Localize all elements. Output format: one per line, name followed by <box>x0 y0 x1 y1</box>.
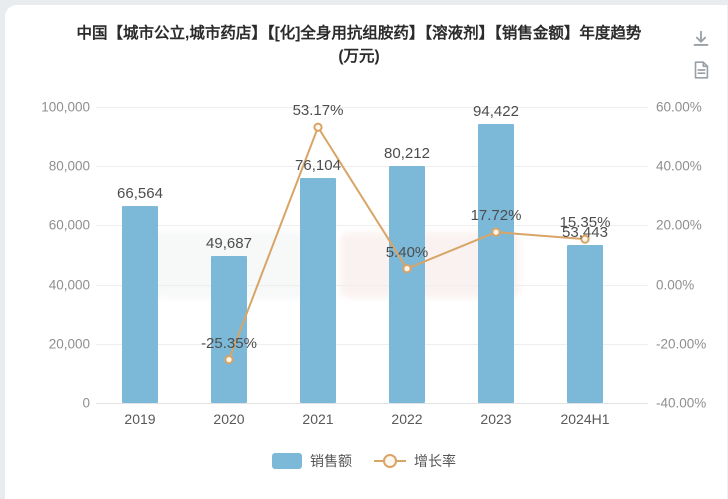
y-tick-left: 40,000 <box>48 277 90 293</box>
growth-value-label: -25.35% <box>201 334 257 352</box>
x-tick-2022: 2022 <box>391 411 423 427</box>
y-tick-left: 80,000 <box>48 158 90 174</box>
legend-label-growth: 增长率 <box>414 453 456 469</box>
bar-swatch-icon <box>272 453 302 469</box>
legend-label-sales: 销售额 <box>310 453 352 469</box>
gridline <box>96 166 648 168</box>
gridline <box>96 284 648 286</box>
sales-bar-2022[interactable] <box>389 165 425 403</box>
y-tick-right: -20.00% <box>656 336 707 352</box>
y-tick-right: 0.00% <box>656 277 695 293</box>
y-tick-left: 100,000 <box>41 99 90 115</box>
sales-bar-2023[interactable] <box>478 123 514 403</box>
y-tick-right: -40.00% <box>656 395 707 411</box>
x-tick-2020: 2020 <box>213 411 245 427</box>
bar-value-label: 49,687 <box>206 234 252 252</box>
bar-value-label: 76,104 <box>295 156 341 174</box>
growth-point-2021[interactable] <box>313 122 323 132</box>
growth-value-label: 17.72% <box>470 207 522 225</box>
y-tick-right: 20.00% <box>656 217 702 233</box>
y-tick-left: 60,000 <box>48 217 90 233</box>
chart-legend: 销售额 增长率 <box>0 451 728 471</box>
sales-bar-2020[interactable] <box>211 255 247 403</box>
growth-value-label: 5.40% <box>385 243 429 261</box>
sales-bar-2024H1[interactable] <box>567 244 603 403</box>
gridline <box>96 107 648 108</box>
y-tick-left: 0 <box>82 395 90 411</box>
bar-value-label: 53,443 <box>562 223 608 241</box>
y-tick-left: 20,000 <box>48 336 90 352</box>
chart-title-line1: 中国【城市公立,城市药店】【[化]全身用抗组胺药】【溶液剂】【销售金额】年度趋势 <box>76 25 642 42</box>
x-tick-2024H1: 2024H1 <box>560 411 610 427</box>
chart-title-line2: (万元) <box>338 48 380 65</box>
sales-bar-2019[interactable] <box>122 205 158 403</box>
gridline <box>96 403 648 404</box>
chart-toolbar <box>688 28 714 81</box>
x-tick-2021: 2021 <box>302 411 334 427</box>
y-tick-right: 60.00% <box>656 99 702 115</box>
line-circle-icon <box>374 453 406 469</box>
legend-item-sales[interactable]: 销售额 <box>272 451 352 471</box>
chart-title: 中国【城市公立,城市药店】【[化]全身用抗组胺药】【溶液剂】【销售金额】年度趋势… <box>30 22 688 68</box>
bar-value-label: 66,564 <box>117 184 163 202</box>
growth-value-label: 53.17% <box>292 102 344 120</box>
sales-bar-2021[interactable] <box>300 177 336 403</box>
download-icon[interactable] <box>690 28 712 50</box>
bar-value-label: 94,422 <box>473 102 519 120</box>
y-tick-right: 40.00% <box>656 158 702 174</box>
legend-item-growth[interactable]: 增长率 <box>374 451 456 471</box>
x-tick-2019: 2019 <box>124 411 156 427</box>
growth-value-label: 15.35% <box>559 214 611 232</box>
bar-value-label: 80,212 <box>384 144 430 162</box>
x-tick-2023: 2023 <box>480 411 512 427</box>
report-icon[interactable] <box>690 59 712 81</box>
